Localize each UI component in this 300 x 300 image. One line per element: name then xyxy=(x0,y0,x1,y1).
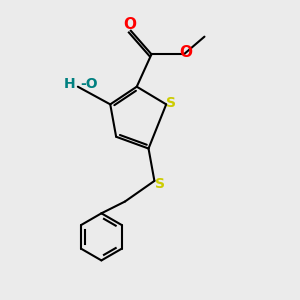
Text: H: H xyxy=(63,77,75,91)
Text: S: S xyxy=(167,96,176,110)
Text: -O: -O xyxy=(80,77,98,91)
Text: S: S xyxy=(155,177,165,191)
Text: O: O xyxy=(179,45,192,60)
Text: O: O xyxy=(123,17,136,32)
